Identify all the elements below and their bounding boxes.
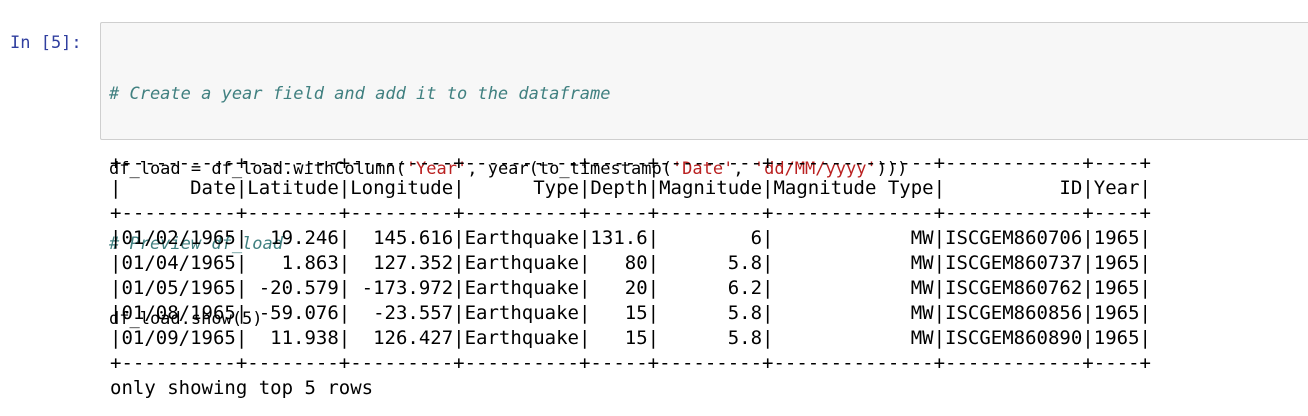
output-line: |01/05/1965| -20.579| -173.972|Earthquak… [110, 277, 1151, 299]
code-line: df_load.show(5) [109, 307, 907, 332]
output-line: |01/02/1965| 19.246| 145.616|Earthquake|… [110, 227, 1151, 249]
comment: # Preview df_load [109, 234, 283, 254]
code-token: , [733, 159, 754, 179]
output-line: +----------+--------+---------+---------… [110, 352, 1151, 374]
output-line: only showing top 5 rows [110, 377, 374, 399]
output-line: |01/09/1965| 11.938| 126.427|Earthquake|… [110, 327, 1151, 349]
string: 'Date' [671, 159, 734, 179]
comment: # Create a year field and add it to the … [109, 84, 611, 104]
output-line: +----------+--------+---------+---------… [110, 152, 1151, 174]
string: 'dd/MM/yyyy' [753, 159, 877, 179]
code-line: # Create a year field and add it to the … [109, 82, 907, 107]
code-token: , year(to_timestamp( [467, 159, 672, 179]
code: # Create a year field and add it to the … [109, 32, 907, 382]
code-token: df_load.show(5) [109, 309, 263, 329]
output-line: |01/04/1965| 1.863| 127.352|Earthquake| … [110, 252, 1151, 274]
output-line: | Date|Latitude|Longitude| Type|Depth|Ma… [110, 177, 1151, 199]
code-token: df_load = df_load.withColumn( [109, 159, 406, 179]
string: 'Year' [405, 159, 468, 179]
code-token: ))) [876, 159, 908, 179]
code-line: df_load = df_load.withColumn('Year', yea… [109, 157, 907, 182]
code-line: # Preview df_load [109, 232, 907, 257]
output-line: +----------+--------+---------+---------… [110, 202, 1151, 224]
cell-output: +----------+--------+---------+---------… [110, 151, 1151, 401]
code-editor[interactable]: # Create a year field and add it to the … [100, 22, 1308, 329]
input-prompt: In [5]: [10, 33, 82, 53]
output-line: |01/08/1965| -59.076| -23.557|Earthquake… [110, 302, 1151, 324]
